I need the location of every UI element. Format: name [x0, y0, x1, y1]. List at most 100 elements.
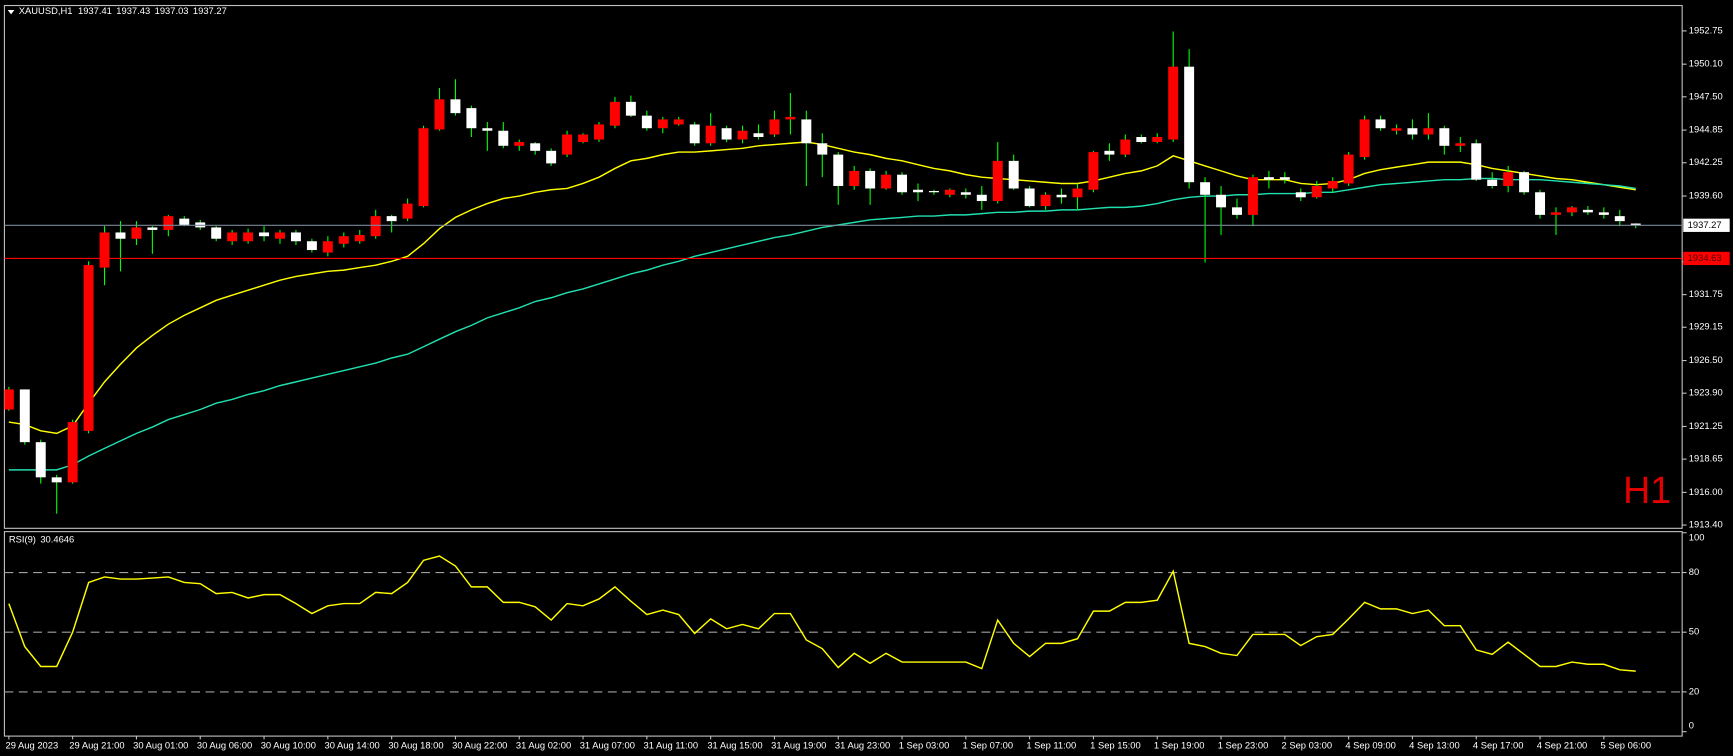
x-tick-label: 1 Sep 07:00 — [963, 740, 1014, 751]
rsi-panel-border — [3, 531, 1683, 737]
candle-body — [769, 119, 780, 135]
candle-body — [1247, 177, 1258, 215]
candle-body — [1551, 212, 1561, 215]
candle-body — [1423, 128, 1434, 135]
candle-body — [466, 108, 477, 129]
candle-body — [849, 170, 860, 186]
candle-body — [1295, 192, 1306, 198]
rsi-y-tick-label: 50 — [1689, 626, 1699, 637]
candle-body — [35, 442, 46, 478]
candle-body — [1391, 128, 1402, 131]
candle-body — [147, 227, 158, 230]
candle-body — [306, 241, 317, 251]
x-tick-label: 2 Sep 03:00 — [1282, 740, 1333, 751]
y-tick-label: 1929.15 — [1689, 321, 1723, 332]
x-tick-label: 1 Sep 11:00 — [1026, 740, 1076, 751]
y-tick-label: 1942.25 — [1689, 156, 1723, 167]
candle-body — [1327, 180, 1338, 189]
candle-body — [83, 265, 94, 431]
bid-label-box — [1683, 218, 1730, 232]
price-line-label: 1934.63 — [1688, 252, 1722, 263]
candle-body — [1503, 172, 1514, 186]
candle-body — [370, 216, 381, 237]
candle-body — [578, 134, 589, 143]
candle-body — [928, 191, 939, 193]
candle-body — [1056, 194, 1067, 198]
y-tick-label: 1952.75 — [1689, 24, 1723, 35]
candle-body — [1535, 192, 1546, 215]
candle-body — [1040, 194, 1051, 207]
main-panel-border — [3, 4, 1683, 529]
candle-body — [1263, 177, 1274, 180]
y-tick-label: 1947.50 — [1689, 90, 1723, 101]
candle-body — [1614, 216, 1625, 222]
candle-body — [657, 119, 668, 129]
x-tick-label: 29 Aug 21:00 — [69, 740, 124, 751]
candle-body — [546, 150, 557, 164]
indicator-line — [8, 555, 1636, 672]
candle-body — [51, 477, 62, 483]
y-tick-label: 1926.50 — [1689, 354, 1723, 365]
indicator-line — [8, 177, 1636, 471]
candle-body — [705, 125, 716, 144]
candle-body — [418, 128, 429, 207]
y-tick-label: 1923.90 — [1689, 387, 1723, 398]
candle-body — [227, 232, 238, 242]
timeframe-label: H1 — [1623, 469, 1671, 511]
candle-body — [817, 143, 828, 155]
chart-header: XAUUSD,H1 1937.41 1937.43 1937.03 1937.27 — [19, 6, 227, 17]
candle-body — [1455, 143, 1466, 146]
candle-body — [1216, 194, 1227, 208]
candle-body — [402, 203, 413, 219]
candle-body — [944, 189, 955, 195]
candle-body — [338, 236, 349, 244]
x-tick-label: 4 Sep 21:00 — [1537, 740, 1588, 751]
x-tick-label: 31 Aug 11:00 — [644, 740, 699, 751]
candle-body — [897, 174, 908, 193]
candle-body — [1311, 185, 1322, 198]
candle-body — [737, 130, 748, 140]
candle-body — [1168, 66, 1179, 140]
x-tick-label: 4 Sep 09:00 — [1345, 740, 1396, 751]
x-tick-label: 1 Sep 19:00 — [1154, 740, 1205, 751]
candle-body — [1566, 207, 1577, 213]
x-tick-label: 30 Aug 14:00 — [325, 740, 380, 751]
y-tick-label: 1913.40 — [1689, 519, 1723, 530]
candle-body — [1072, 188, 1083, 198]
candle-body — [1439, 128, 1450, 146]
candle-body — [115, 232, 126, 239]
candle-body — [1136, 137, 1147, 143]
candle-body — [434, 99, 445, 130]
candle-body — [1471, 143, 1482, 180]
candle-body — [881, 174, 892, 189]
axes: 1952.75 1950.10 1947.50 1944.85 1942.25 1939.… — [6, 24, 1730, 751]
x-tick-label: 1 Sep 03:00 — [899, 740, 950, 751]
menu-triangle[interactable] — [7, 9, 15, 15]
x-tick-label: 30 Aug 01:00 — [133, 740, 188, 751]
candle-body — [1104, 150, 1115, 155]
close-value: 1937.27 — [193, 6, 227, 17]
candle-body — [641, 115, 652, 129]
price-line-label-box — [1683, 251, 1730, 266]
candle-body — [1008, 160, 1019, 189]
y-tick-label: 1918.65 — [1689, 453, 1723, 464]
x-tick-label: 30 Aug 10:00 — [261, 740, 316, 751]
candle-body — [976, 194, 987, 202]
candle-body — [211, 227, 222, 239]
rsi-y-tick-label: 80 — [1689, 566, 1699, 577]
candle-body — [1359, 119, 1370, 158]
candle-body — [530, 143, 541, 151]
candle-body — [1200, 182, 1211, 195]
candle-body — [131, 227, 142, 239]
rsi-y-tick-label: 100 — [1689, 532, 1705, 543]
x-tick-label: 31 Aug 15:00 — [707, 740, 762, 751]
candle-body — [689, 124, 700, 144]
candle-body — [19, 389, 30, 443]
candle-body — [99, 232, 110, 268]
candle-body — [801, 119, 812, 144]
x-tick-label: 30 Aug 18:00 — [388, 740, 443, 751]
candle-body — [498, 130, 509, 146]
y-tick-label: 1939.60 — [1689, 190, 1723, 201]
x-tick-label: 30 Aug 06:00 — [197, 740, 252, 751]
